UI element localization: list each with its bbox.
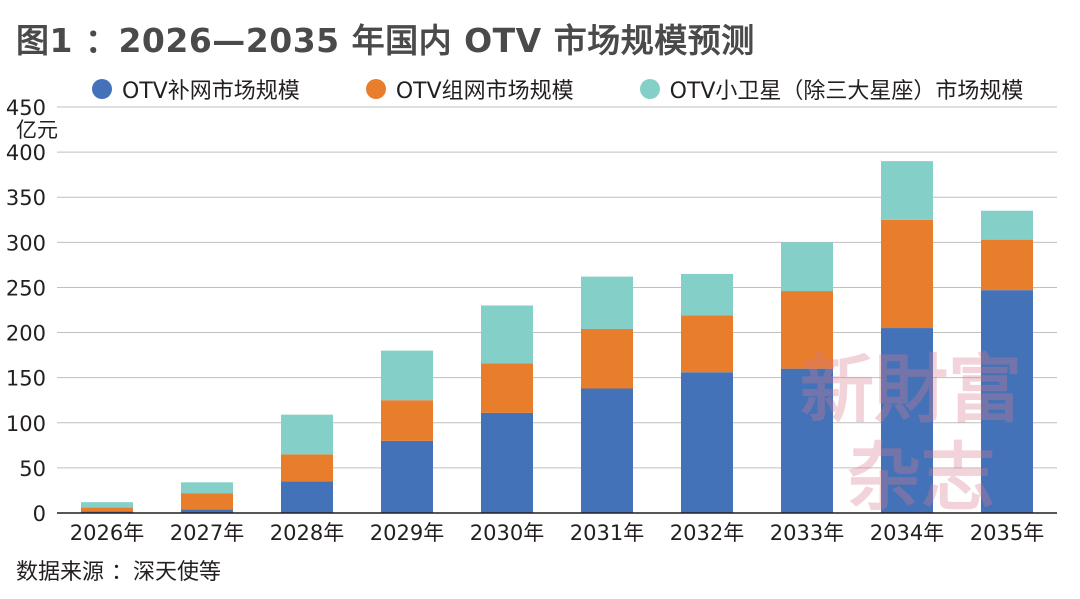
legend-swatch-orange — [365, 79, 386, 99]
bar-segment — [381, 440, 433, 513]
x-tick-label: 2028年 — [270, 521, 344, 545]
chart-title: 图1 ：2026—2035 年国内 OTV 市场规模预测 — [16, 21, 755, 60]
bar-segment — [781, 291, 833, 369]
legend-item-otv-smallsat: OTV小卫星（除三大星座）市场规模 — [639, 73, 1024, 105]
x-tick-label: 2029年 — [370, 521, 444, 545]
legend: OTV补网市场规模 OTV组网市场规模 OTV小卫星（除三大星座）市场规模 — [92, 72, 1023, 106]
bar-segment — [281, 414, 333, 455]
bar-segment — [581, 388, 633, 513]
bar-segment — [81, 507, 133, 512]
y-axis-ticks: 0 50 100 150 200 250 300 350 400 450 — [6, 96, 46, 526]
y-tick-label: 250 — [6, 276, 46, 300]
x-tick-label: 2034年 — [870, 521, 944, 545]
bar-segment — [281, 481, 333, 513]
x-tick-label: 2026年 — [70, 521, 144, 545]
bar-segment — [681, 372, 733, 513]
x-tick-label: 2032年 — [670, 521, 744, 545]
bar-segment — [381, 350, 433, 401]
bar-segment — [81, 511, 133, 513]
bar-segment — [181, 482, 233, 494]
bar-segment — [881, 328, 933, 513]
bar-segment — [381, 400, 433, 441]
bars — [81, 161, 1033, 513]
bar-segment — [981, 290, 1033, 513]
bar-segment — [581, 276, 633, 329]
legend-item-otv-repair: OTV补网市场规模 — [92, 73, 300, 105]
bar-segment — [881, 219, 933, 329]
x-tick-label: 2030年 — [470, 521, 544, 545]
source-note: 数据来源 ：深天使等 — [16, 560, 221, 585]
legend-label: OTV小卫星（除三大星座）市场规模 — [669, 79, 1024, 104]
legend-item-otv-network: OTV组网市场规模 — [365, 73, 574, 105]
bar-segment — [581, 328, 633, 389]
bar-segment — [681, 315, 733, 373]
x-axis-ticks: 2026年 2027年 2028年 2029年 2030年 2031年 2032年 2033年… — [70, 521, 1044, 545]
y-tick-label: 100 — [6, 412, 46, 436]
bar-segment — [81, 502, 133, 508]
bar-segment — [481, 412, 533, 513]
bar-segment — [181, 509, 233, 513]
y-tick-label: 150 — [6, 367, 46, 391]
legend-label: OTV组网市场规模 — [395, 79, 574, 104]
x-tick-label: 2033年 — [770, 521, 844, 545]
bar-segment — [781, 242, 833, 292]
x-tick-label: 2027年 — [170, 521, 244, 545]
bar-segment — [181, 493, 233, 510]
bar-segment — [981, 239, 1033, 291]
y-tick-label: 0 — [33, 502, 46, 526]
bar-segment — [881, 161, 933, 220]
legend-swatch-teal — [639, 79, 660, 99]
bar-segment — [481, 305, 533, 364]
x-tick-label: 2031年 — [570, 521, 644, 545]
y-tick-label: 450 — [6, 96, 46, 120]
y-tick-label: 200 — [6, 322, 46, 346]
bar-segment — [481, 363, 533, 413]
y-axis-unit-label: 亿元 — [16, 118, 58, 142]
bar-segment — [981, 210, 1033, 240]
y-tick-label: 50 — [19, 457, 46, 481]
y-tick-label: 300 — [6, 231, 46, 255]
x-tick-label: 2035年 — [970, 521, 1044, 545]
bar-segment — [781, 368, 833, 513]
legend-swatch-blue — [92, 79, 112, 99]
legend-label: OTV补网市场规模 — [122, 79, 300, 104]
y-tick-label: 400 — [6, 141, 46, 165]
bar-segment — [681, 273, 733, 316]
y-tick-label: 350 — [6, 186, 46, 210]
bar-segment — [281, 454, 333, 482]
